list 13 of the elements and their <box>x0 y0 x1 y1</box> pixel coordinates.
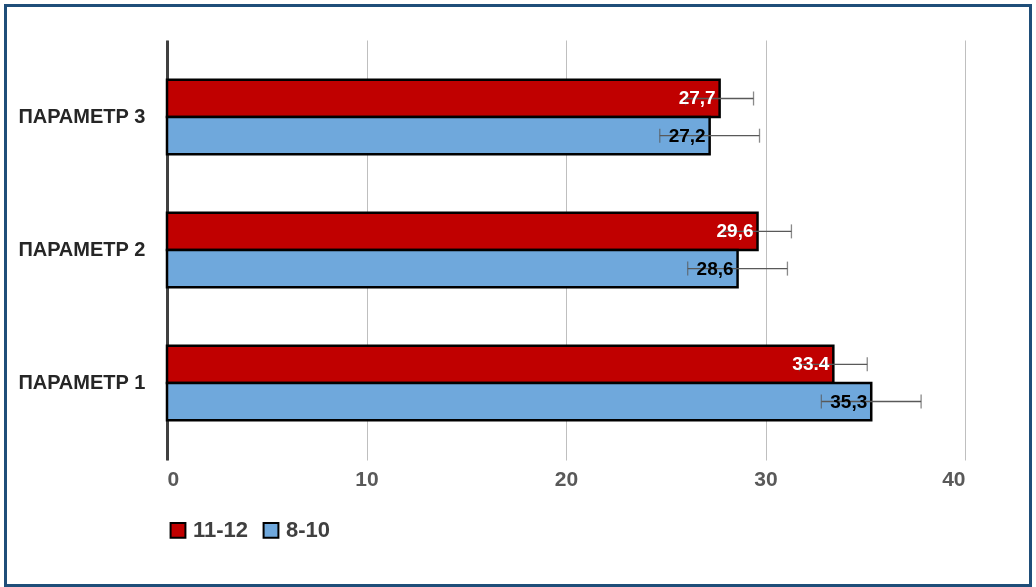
y-tick-label: ПАРАМЕТР 1 <box>18 370 146 393</box>
y-tick-label: ПАРАМЕТР 2 <box>18 238 146 260</box>
x-tick-label: 10 <box>355 466 379 490</box>
data-label: 27,7 <box>678 87 716 109</box>
x-tick-label: 30 <box>754 466 778 490</box>
x-tick-label: 0 <box>167 466 180 490</box>
legend-label: 8-10 <box>286 517 331 543</box>
legend-label: 11-12 <box>193 517 249 543</box>
x-tick-label: 20 <box>554 466 579 490</box>
data-label: 29,6 <box>716 220 754 242</box>
x-tick-label: 40 <box>942 466 966 490</box>
data-label: 33.4 <box>792 353 830 375</box>
y-tick-label: ПАРАМЕТР 3 <box>18 105 146 128</box>
